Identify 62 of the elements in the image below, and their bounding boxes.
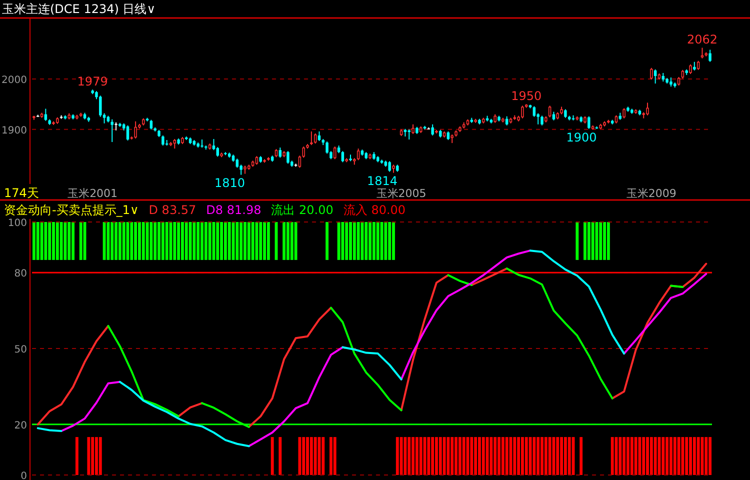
candlestick bbox=[588, 116, 590, 130]
annotation: 174天 bbox=[4, 186, 39, 200]
text: D 83.57 bbox=[148, 203, 196, 217]
chart-title: 玉米主连(DCE 1234) 日线∨ bbox=[2, 2, 156, 16]
annotation: 2062 bbox=[686, 32, 718, 47]
candlestick bbox=[286, 150, 290, 164]
candlestick bbox=[341, 150, 344, 163]
candlestick bbox=[696, 60, 700, 70]
candlestick bbox=[162, 134, 164, 146]
candlestick bbox=[278, 147, 282, 158]
ref-line-label: 流出 20.00 bbox=[271, 203, 334, 217]
x-tick-label: 玉米2005 bbox=[376, 187, 426, 200]
annotation: 1900 bbox=[566, 130, 597, 144]
candlestick bbox=[326, 141, 328, 154]
annotation: 1810 bbox=[214, 176, 246, 190]
y-tick-label: 50 bbox=[14, 344, 27, 356]
annotation: 1979 bbox=[77, 74, 108, 89]
candlestick bbox=[670, 76, 672, 88]
candlestick bbox=[650, 67, 653, 80]
y-tick-label: 0 bbox=[20, 471, 27, 480]
candlestick bbox=[521, 105, 524, 119]
candlestick bbox=[236, 158, 239, 168]
y-tick-label: 100 bbox=[8, 218, 27, 229]
candlestick bbox=[356, 148, 360, 161]
candlestick bbox=[44, 108, 48, 122]
candlestick bbox=[654, 68, 657, 84]
candlestick bbox=[134, 120, 137, 139]
candlestick bbox=[532, 106, 536, 118]
text: D8 81.98 bbox=[206, 203, 262, 217]
candlestick bbox=[310, 130, 313, 146]
candlestick bbox=[126, 124, 130, 142]
chart-title: 资金动向-买卖点提示_1∨ bbox=[4, 203, 139, 217]
candlestick bbox=[302, 146, 305, 158]
candlestick bbox=[689, 64, 692, 74]
candlestick bbox=[318, 130, 321, 142]
candlestick bbox=[540, 115, 544, 126]
candlestick bbox=[646, 102, 649, 116]
candlestick bbox=[216, 146, 219, 158]
ref-line-label: 流入 80.00 bbox=[343, 203, 406, 217]
candlestick bbox=[412, 124, 414, 134]
candlestick bbox=[314, 132, 317, 144]
candlestick bbox=[334, 146, 336, 160]
annotation: 1814 bbox=[366, 174, 398, 188]
candlestick bbox=[708, 49, 712, 62]
candlestick bbox=[110, 118, 114, 143]
candlestick bbox=[622, 108, 626, 119]
annotation: 1950 bbox=[511, 89, 542, 104]
y-tick-label: 80 bbox=[14, 268, 27, 280]
candlestick bbox=[150, 119, 153, 130]
y-tick-label: 20 bbox=[14, 420, 27, 432]
candlestick bbox=[548, 105, 552, 118]
x-tick-label: 玉米2001 bbox=[68, 187, 118, 200]
candlestick bbox=[700, 47, 704, 59]
candlestick bbox=[99, 95, 102, 118]
y-tick-label: 2000 bbox=[2, 75, 27, 86]
candlestick bbox=[173, 138, 176, 150]
candlestick bbox=[431, 124, 434, 136]
candlestick bbox=[388, 160, 391, 172]
candlestick bbox=[298, 155, 302, 168]
y-tick-label: 1900 bbox=[2, 125, 27, 136]
candlestick bbox=[505, 116, 508, 126]
x-tick-label: 玉米2009 bbox=[626, 187, 676, 200]
